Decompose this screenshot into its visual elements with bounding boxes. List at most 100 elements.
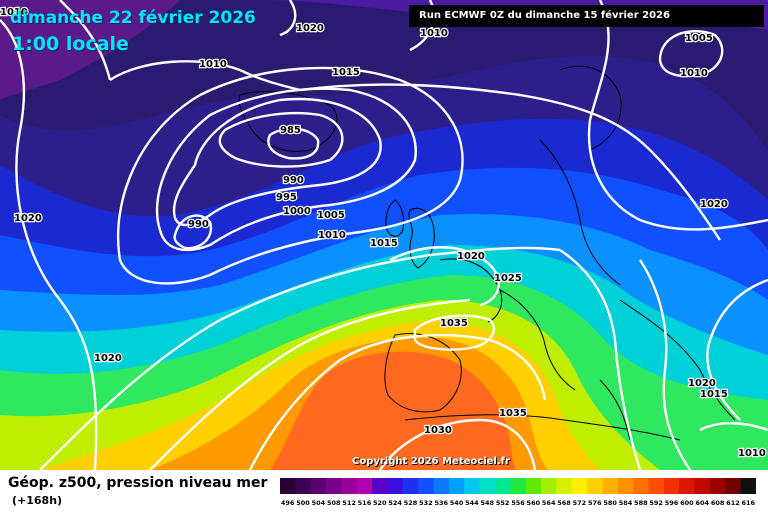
scale-value: 512: [342, 499, 356, 507]
color-swatch: [387, 478, 404, 494]
color-swatch: [372, 478, 388, 494]
isobar-label: 1010: [680, 68, 708, 79]
color-swatch: [310, 478, 327, 494]
color-swatch: [725, 478, 742, 494]
color-swatch: [295, 478, 312, 494]
isobar-label: 1010: [0, 7, 28, 18]
copyright: Copyright 2026 Meteociel.fr: [352, 456, 510, 467]
color-swatch: [571, 478, 588, 494]
scale-value: 516: [358, 499, 372, 507]
isobar-label: 1015: [700, 389, 728, 400]
isobar-label: 1010: [738, 448, 766, 459]
color-swatch: [433, 478, 450, 494]
scale-value: 576: [588, 499, 602, 507]
forecast-date: dimanche 22 février 2026: [10, 8, 256, 28]
scale-value: 528: [404, 499, 418, 507]
forecast-time: 1:00 locale: [12, 33, 129, 55]
scale-value: 612: [726, 499, 740, 507]
color-swatch: [740, 478, 756, 494]
color-swatch: [356, 478, 373, 494]
scale-value: 568: [557, 499, 571, 507]
isobar-label: 1035: [499, 408, 527, 419]
scale-value: 600: [680, 499, 694, 507]
weather-map: 1020 1010 1010 1015 1005 1010 985 990 99…: [0, 0, 768, 470]
scale-value: 572: [573, 499, 587, 507]
color-swatch: [525, 478, 542, 494]
scale-value: 588: [634, 499, 648, 507]
scale-value: 544: [465, 499, 479, 507]
isobar-label: 985: [280, 125, 301, 136]
run-info: Run ECMWF 0Z du dimanche 15 février 2026: [409, 5, 764, 27]
color-swatch: [709, 478, 726, 494]
scale-value: 508: [327, 499, 341, 507]
scale-value: 520: [373, 499, 387, 507]
color-swatch: [541, 478, 557, 494]
isobar-label: 1010: [318, 230, 346, 241]
scale-value: 560: [527, 499, 541, 507]
legend-subtitle: (+168h): [12, 494, 63, 507]
isobar-label: 1020: [14, 213, 42, 224]
isobar-label: 1020: [94, 353, 122, 364]
color-swatch: [479, 478, 496, 494]
scale-value: 604: [695, 499, 709, 507]
color-scale: 496 500 504 508 512 516 520 524 528 532 536 540 544 5…: [280, 478, 756, 507]
color-swatch: [494, 478, 511, 494]
isobar-label: 1035: [440, 318, 468, 329]
isobar-label: 1010: [199, 59, 227, 70]
isobar-label: 1030: [424, 425, 452, 436]
scale-value: 580: [603, 499, 617, 507]
color-swatch: [326, 478, 342, 494]
isobar-label: 990: [188, 219, 209, 230]
isobars: [0, 0, 768, 470]
color-swatch: [280, 478, 296, 494]
color-swatch: [341, 478, 358, 494]
scale-value: 496: [281, 499, 295, 507]
isobar-label: 1005: [317, 210, 345, 221]
scale-value: 536: [434, 499, 448, 507]
isobar-label: 1005: [685, 33, 713, 44]
scale-value: 540: [450, 499, 464, 507]
geopotential-fill: [0, 0, 768, 470]
scale-value: 564: [542, 499, 556, 507]
isobar-label: 1015: [370, 238, 398, 249]
isobar-label: 1015: [332, 67, 360, 78]
scale-value: 552: [496, 499, 510, 507]
coastlines: [238, 65, 736, 441]
color-swatch: [679, 478, 696, 494]
scale-value: 532: [419, 499, 433, 507]
color-swatch: [633, 478, 650, 494]
color-swatch: [602, 478, 619, 494]
color-swatch: [556, 478, 573, 494]
isobar-labels: 1020 1010 1010 1015 1005 1010 985 990 99…: [0, 6, 767, 461]
scale-value: 504: [312, 499, 326, 507]
color-swatch: [648, 478, 665, 494]
isobar-label: 1000: [283, 206, 311, 217]
color-swatch: [510, 478, 527, 494]
scale-value: 616: [742, 499, 756, 507]
scale-value: 592: [649, 499, 663, 507]
isobar-label: 1025: [494, 273, 522, 284]
legend-bar: Géop. z500, pression niveau mer (+168h) …: [0, 470, 768, 512]
color-swatch: [587, 478, 603, 494]
color-swatch: [402, 478, 419, 494]
isobar-label: 1020: [457, 251, 485, 262]
isobar-label: 990: [283, 175, 304, 186]
color-swatch: [448, 478, 465, 494]
scale-value: 608: [711, 499, 725, 507]
scale-value: 500: [296, 499, 310, 507]
legend-title: Géop. z500, pression niveau mer: [8, 475, 268, 491]
color-swatch: [464, 478, 481, 494]
isobar-label: 1020: [688, 378, 716, 389]
isobar-label: 1020: [296, 23, 324, 34]
scale-value: 596: [665, 499, 679, 507]
scale-value: 584: [619, 499, 633, 507]
isobar-label: 1010: [420, 28, 448, 39]
color-swatch: [418, 478, 435, 494]
isobar-label: 1020: [700, 199, 728, 210]
isobar-label: 995: [276, 192, 297, 203]
scale-value: 548: [481, 499, 495, 507]
color-swatch: [694, 478, 711, 494]
scale-value: 556: [511, 499, 525, 507]
color-swatch: [663, 478, 680, 494]
scale-value: 524: [388, 499, 402, 507]
